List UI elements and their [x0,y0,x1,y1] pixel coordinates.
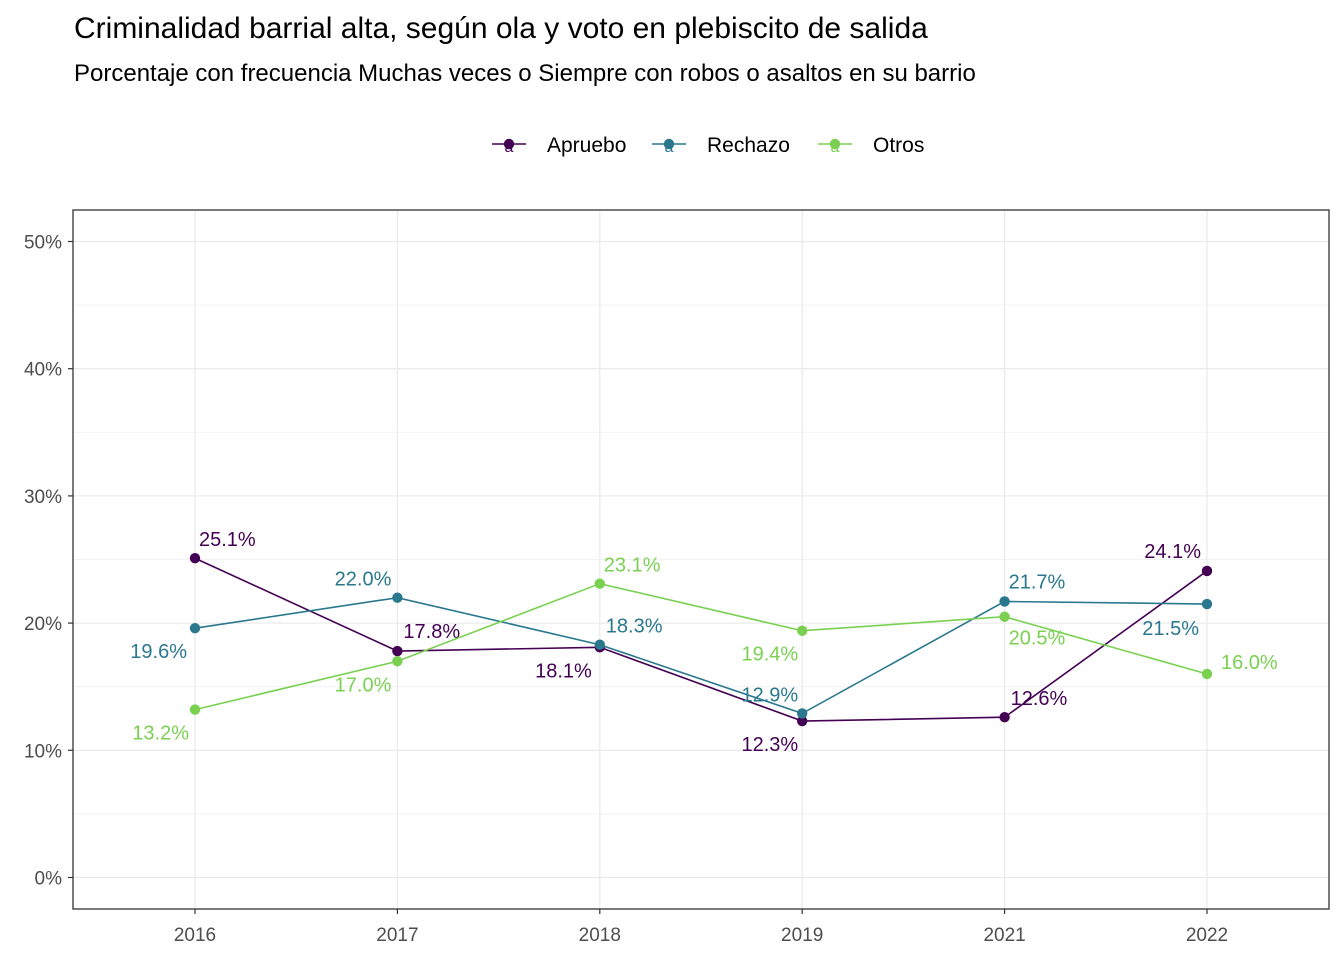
x-tick-label: 2022 [1186,925,1228,946]
data-point [797,625,808,636]
series-layer: 25.1% 17.8% 18.1% 12.3% 12.6% 24.1% 19.6% 22.0%… [130,529,1278,756]
y-tick-label: 10% [24,741,62,762]
data-point [797,708,808,719]
data-label: 12.6% [1011,688,1068,710]
data-point [999,596,1010,607]
data-point [797,715,808,727]
y-tick-label: 0% [35,869,63,890]
data-point [392,592,403,603]
data-label: 22.0% [335,569,392,591]
legend-item-otros: a Otros [818,134,924,157]
y-tick-label: 50% [24,233,62,254]
legend: a Apruebo a Rechazo a Otros [492,134,924,157]
legend-item-rechazo: a Rechazo [652,134,790,157]
chart-subtitle: Porcentaje con frecuencia Muchas veces o… [74,60,976,87]
legend-key-glyph: a [665,139,674,156]
data-label: 19.4% [741,644,798,666]
data-label: 17.8% [403,621,460,643]
series-line [194,582,1208,711]
chart-title: Criminalidad barrial alta, según ola y v… [74,12,928,45]
grid [73,210,1329,909]
data-point [594,639,605,650]
series-line [194,596,1208,715]
data-point [189,622,201,634]
legend-key-glyph: a [505,139,514,156]
x-tick-label: 2017 [376,925,418,946]
series-apruebo: 25.1% 17.8% 18.1% 12.3% 12.6% 24.1% [189,529,1213,756]
data-label: 24.1% [1144,541,1201,563]
x-tick-label: 2021 [983,925,1025,946]
data-point [1201,598,1213,610]
data-point [594,578,605,589]
data-point [392,645,403,657]
y-tick-label: 20% [24,614,62,635]
data-label: 25.1% [199,529,256,551]
x-tick-label: 2016 [174,925,216,946]
data-label: 19.6% [130,641,187,663]
legend-label: Apruebo [547,134,626,157]
series-line [194,557,1208,722]
data-label: 21.5% [1142,618,1199,640]
data-label: 17.0% [335,674,392,696]
data-label: 12.9% [741,684,798,706]
y-tick-label: 30% [24,487,62,508]
data-point [999,611,1010,622]
data-label: 20.5% [1009,628,1066,650]
legend-key-glyph: a [831,139,840,156]
panel-border [72,209,1330,910]
data-label: 13.2% [132,723,189,745]
x-tick-label: 2019 [781,925,823,946]
legend-key-point [503,138,515,150]
legend-key-point [663,138,675,150]
data-point [999,712,1010,723]
data-label: 16.0% [1221,652,1278,674]
x-tick-label: 2018 [579,925,621,946]
legend-label: Rechazo [707,134,790,157]
data-label: 18.1% [535,660,592,682]
data-point [189,704,201,715]
series-otros: 13.2% 17.0% 23.1% 19.4% 20.5% 16.0% [132,555,1278,745]
data-point [1201,565,1213,577]
series-rechazo: 19.6% 22.0% 18.3% 12.9% 21.7% 21.5% [130,569,1213,719]
data-point [392,656,403,667]
legend-label: Otros [873,134,924,157]
data-label: 18.3% [606,616,663,638]
data-label: 12.3% [741,734,798,756]
data-label: 23.1% [604,555,661,577]
data-label: 21.7% [1009,571,1066,593]
y-tick-label: 40% [24,360,62,381]
axes: 0% 10% 20% 30% 40% 50% 2016 2017 2018 2019 2021 202… [24,233,1228,947]
legend-key-point [829,138,841,150]
data-point [189,553,201,564]
legend-item-apruebo: a Apruebo [492,134,626,157]
data-point [1201,668,1213,680]
